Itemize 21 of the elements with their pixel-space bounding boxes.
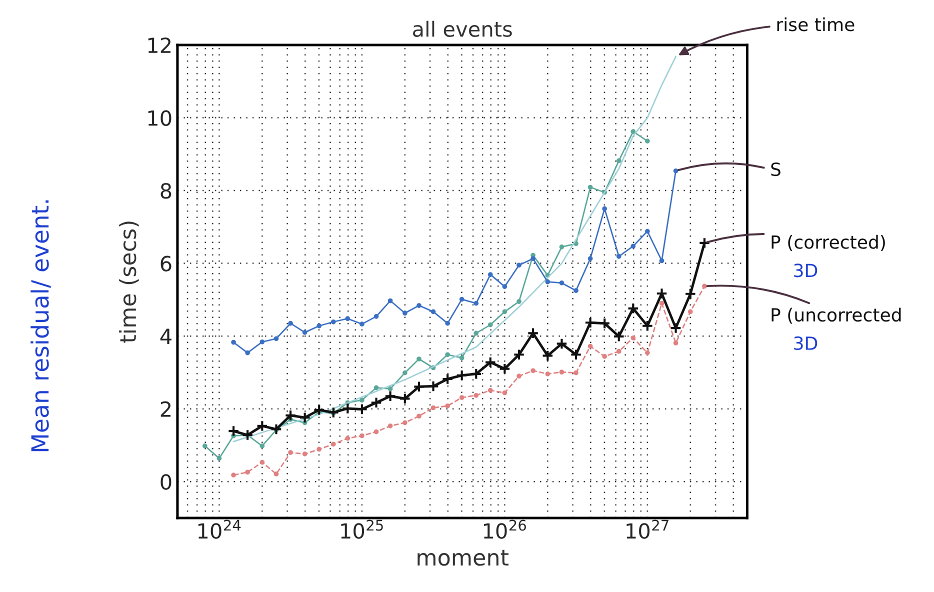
text: P (corrected)	[772, 234, 885, 252]
y-tick-label: 2	[160, 401, 171, 417]
y-tick-label: 0	[160, 474, 172, 490]
y-axis-title: time (secs)	[119, 222, 139, 343]
chart-title: all events	[413, 20, 512, 37]
text: Mean residual/ event.	[30, 200, 51, 452]
y-tick-label: 4	[160, 328, 172, 344]
y-tick-label: 6	[160, 256, 172, 272]
text: S	[771, 162, 780, 176]
text: P (uncorrected	[772, 308, 901, 324]
x-tick-label: 10$^{25}$	[341, 520, 383, 539]
text: 3D	[794, 264, 818, 278]
text: rise time	[777, 17, 854, 32]
y-tick-label: 10	[148, 110, 172, 126]
x-tick-label: 10$^{24}$	[198, 520, 241, 539]
y-tick-label: 12	[148, 37, 171, 53]
x-axis-title: moment	[418, 550, 508, 566]
x-tick-label: 10$^{27}$	[626, 520, 668, 539]
text: 3D	[794, 336, 818, 350]
x-tick-label: 10$^{26}$	[484, 520, 526, 539]
y-tick-label: 8	[160, 182, 172, 199]
